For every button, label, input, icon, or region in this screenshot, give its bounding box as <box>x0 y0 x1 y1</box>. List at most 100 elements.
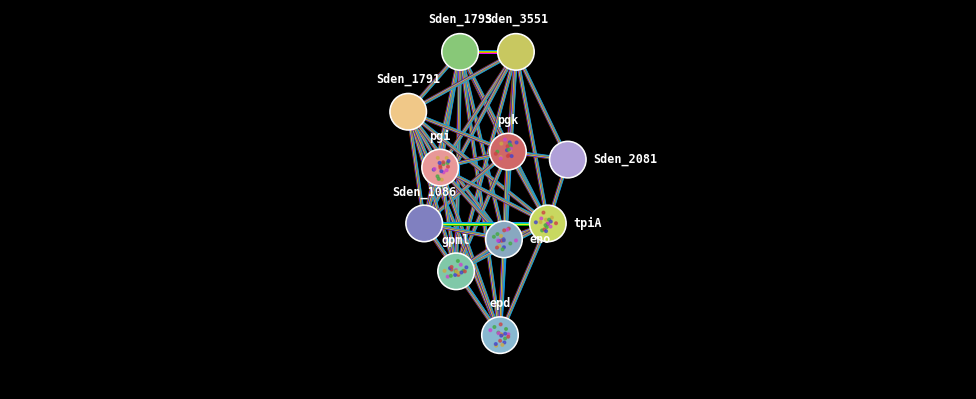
Circle shape <box>495 344 498 347</box>
Circle shape <box>505 328 508 330</box>
Circle shape <box>438 162 441 164</box>
Circle shape <box>545 218 548 221</box>
Circle shape <box>437 253 474 290</box>
Circle shape <box>460 263 462 266</box>
Circle shape <box>442 34 478 70</box>
Circle shape <box>501 344 504 346</box>
Text: Sden_1793: Sden_1793 <box>428 13 492 26</box>
Text: Sden_1086: Sden_1086 <box>392 186 456 199</box>
Circle shape <box>457 260 460 262</box>
Circle shape <box>483 318 516 352</box>
Circle shape <box>489 329 492 332</box>
Circle shape <box>541 229 544 232</box>
Circle shape <box>458 272 460 274</box>
Circle shape <box>490 133 526 170</box>
Circle shape <box>460 271 463 274</box>
Circle shape <box>440 178 443 181</box>
Circle shape <box>508 227 510 230</box>
Circle shape <box>486 221 522 258</box>
Circle shape <box>497 332 500 334</box>
Circle shape <box>545 230 548 233</box>
Circle shape <box>437 178 440 180</box>
Circle shape <box>514 239 517 242</box>
Circle shape <box>535 221 537 224</box>
Circle shape <box>455 269 458 271</box>
Circle shape <box>462 269 465 272</box>
Circle shape <box>498 245 501 247</box>
Circle shape <box>503 341 506 344</box>
Circle shape <box>507 155 509 157</box>
Circle shape <box>508 333 509 336</box>
Circle shape <box>443 35 477 69</box>
Circle shape <box>547 223 549 225</box>
Circle shape <box>507 145 508 148</box>
Circle shape <box>500 156 502 158</box>
Circle shape <box>503 246 506 249</box>
Circle shape <box>436 156 439 159</box>
Circle shape <box>454 274 457 277</box>
Circle shape <box>500 157 502 160</box>
Circle shape <box>457 274 460 276</box>
Circle shape <box>407 207 441 240</box>
Circle shape <box>515 141 518 144</box>
Circle shape <box>433 168 436 170</box>
Circle shape <box>389 93 427 130</box>
Circle shape <box>442 163 445 166</box>
Circle shape <box>500 334 503 337</box>
Circle shape <box>493 235 495 238</box>
Circle shape <box>550 216 553 219</box>
Text: Sden_2081: Sden_2081 <box>593 153 658 166</box>
Circle shape <box>540 217 543 220</box>
Circle shape <box>503 239 505 242</box>
Circle shape <box>481 317 518 354</box>
Circle shape <box>530 205 566 242</box>
Circle shape <box>432 168 435 171</box>
Circle shape <box>436 175 439 178</box>
Circle shape <box>497 331 500 334</box>
Circle shape <box>502 248 504 251</box>
Circle shape <box>504 332 507 335</box>
Circle shape <box>501 239 503 242</box>
Circle shape <box>445 169 448 172</box>
Circle shape <box>446 275 449 278</box>
Circle shape <box>497 239 500 242</box>
Circle shape <box>406 205 442 242</box>
Circle shape <box>501 334 504 336</box>
Circle shape <box>495 343 497 346</box>
Circle shape <box>450 268 453 271</box>
Circle shape <box>548 218 550 221</box>
Circle shape <box>445 157 448 159</box>
Circle shape <box>422 149 459 186</box>
Circle shape <box>487 223 521 256</box>
Circle shape <box>503 229 506 232</box>
Circle shape <box>439 255 472 288</box>
Circle shape <box>442 161 444 164</box>
Circle shape <box>504 138 507 141</box>
Circle shape <box>542 211 545 214</box>
Circle shape <box>509 144 512 147</box>
Circle shape <box>440 170 443 173</box>
Circle shape <box>551 143 585 176</box>
Circle shape <box>508 148 510 151</box>
Circle shape <box>547 222 549 225</box>
Circle shape <box>543 228 546 231</box>
Circle shape <box>491 135 525 168</box>
Text: Sden_3551: Sden_3551 <box>484 13 548 26</box>
Circle shape <box>496 150 499 153</box>
Circle shape <box>439 166 442 169</box>
Circle shape <box>500 142 503 145</box>
Circle shape <box>498 34 534 70</box>
Circle shape <box>442 171 445 174</box>
Circle shape <box>547 222 549 225</box>
Circle shape <box>554 222 557 225</box>
Circle shape <box>507 336 509 338</box>
Circle shape <box>496 233 499 235</box>
Text: pgk: pgk <box>497 114 518 127</box>
Circle shape <box>508 143 511 146</box>
Circle shape <box>493 326 496 328</box>
Text: tpiA: tpiA <box>574 217 602 230</box>
Circle shape <box>546 226 549 228</box>
Circle shape <box>508 154 510 157</box>
Circle shape <box>549 225 551 228</box>
Circle shape <box>508 149 511 152</box>
